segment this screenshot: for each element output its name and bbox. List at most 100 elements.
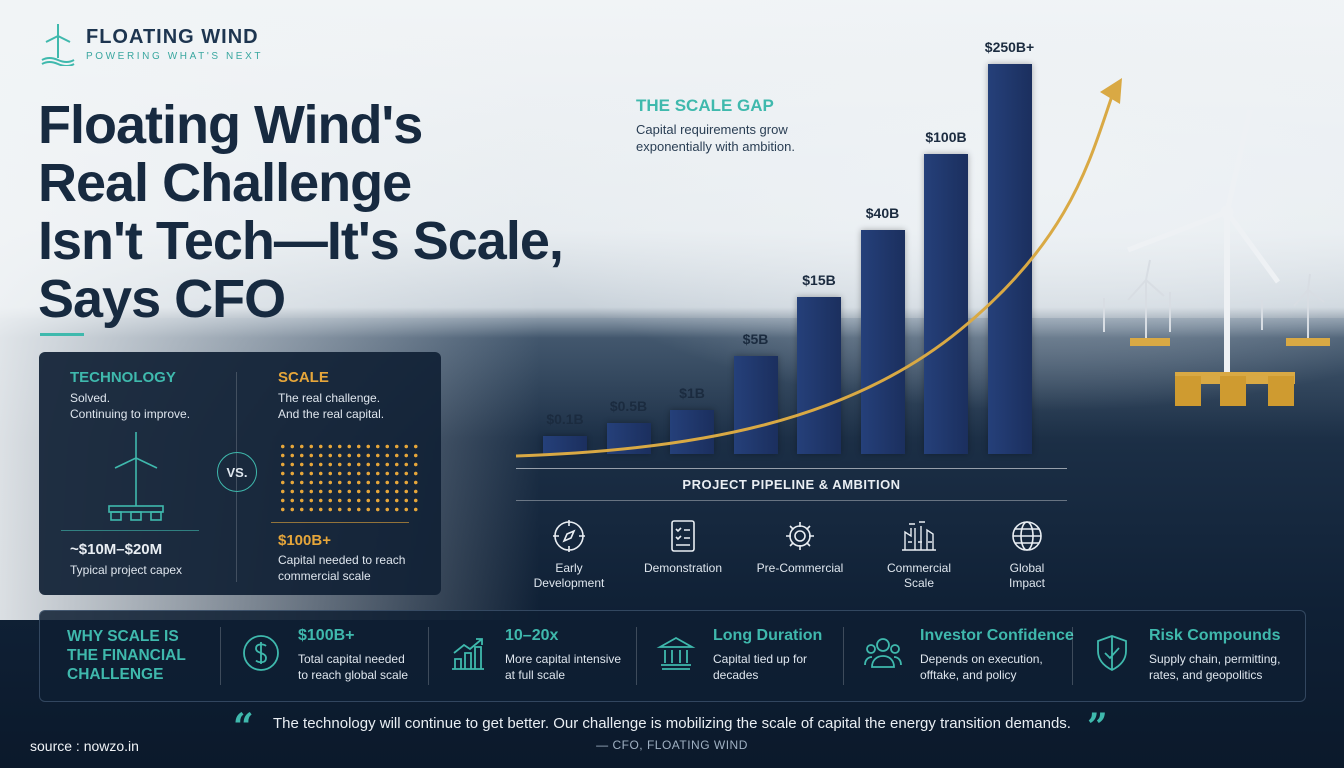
item-head: 10–20x bbox=[505, 627, 559, 644]
bar-label: $40B bbox=[865, 205, 900, 221]
stage-label-line: Global bbox=[1009, 561, 1045, 575]
item-head: Investor Confidence bbox=[920, 627, 1074, 644]
chart-subtitle-line: exponentially with ambition. bbox=[636, 139, 795, 154]
why-scale-panel: WHY SCALE IS THE FINANCIAL CHALLENGE $10… bbox=[39, 610, 1306, 702]
chart-bar bbox=[860, 230, 905, 454]
technology-line: Solved. bbox=[70, 391, 111, 405]
why-title: WHY SCALE IS THE FINANCIAL CHALLENGE bbox=[67, 627, 217, 684]
item-body-line: Capital tied up for bbox=[713, 652, 808, 666]
divider bbox=[220, 627, 221, 685]
item-body: Total capital needed to reach global scal… bbox=[298, 651, 448, 683]
cfo-quote: The technology will continue to get bett… bbox=[273, 715, 1071, 732]
trend-curve bbox=[515, 95, 1114, 458]
why-title-line: THE FINANCIAL bbox=[67, 647, 186, 664]
item-body-line: at full scale bbox=[505, 668, 566, 682]
scale-line: The real challenge. bbox=[278, 391, 381, 405]
bar-label: $0.5B bbox=[609, 398, 648, 414]
item-body-line: to reach global scale bbox=[298, 668, 409, 682]
item-body: Capital tied up for decades bbox=[713, 651, 863, 683]
pipeline-title: PROJECT PIPELINE & AMBITION bbox=[682, 477, 901, 492]
scale-caption: Capital needed to reach commercial scale bbox=[278, 552, 405, 584]
scale-description: The real challenge. And the real capital… bbox=[278, 390, 384, 422]
open-quote-icon: “ bbox=[233, 706, 254, 748]
why-title-line: CHALLENGE bbox=[67, 666, 164, 683]
item-body-line: decades bbox=[713, 668, 759, 682]
divider bbox=[843, 627, 844, 685]
item-body-line: offtake, and policy bbox=[920, 668, 1017, 682]
chart-axis bbox=[516, 468, 1067, 469]
globe-icon bbox=[1012, 521, 1042, 551]
scale-caption-line: Capital needed to reach bbox=[278, 553, 406, 567]
logo-title: FLOATING WIND bbox=[86, 26, 259, 48]
stage-commercial-scale: Commercial Scale bbox=[864, 518, 974, 591]
scale-line: And the real capital. bbox=[278, 407, 385, 421]
source-credit[interactable]: source : nowzo.in bbox=[30, 738, 139, 754]
scale-caption-line: commercial scale bbox=[278, 569, 371, 583]
item-body: More capital intensive at full scale bbox=[505, 651, 655, 683]
item-body-line: Supply chain, permitting, bbox=[1149, 652, 1281, 666]
floating-turbine-icon bbox=[108, 432, 164, 521]
stage-label-line: Development bbox=[533, 576, 605, 590]
scale-value: $100B+ bbox=[278, 532, 331, 549]
close-quote-icon: ” bbox=[1087, 706, 1108, 748]
chart-title: THE SCALE GAP bbox=[636, 96, 774, 115]
why-item-intensity: 10–20x More capital intensive at full sca… bbox=[448, 625, 648, 687]
stage-label: Commercial Scale bbox=[864, 561, 974, 591]
stage-label-line: Pre-Commercial bbox=[756, 561, 844, 575]
brand-logo[interactable]: FLOATING WIND POWERING WHAT'S NEXT bbox=[40, 22, 263, 66]
chart-subtitle: Capital requirements grow exponentially … bbox=[636, 121, 856, 155]
item-body-line: Total capital needed bbox=[298, 652, 405, 666]
divider bbox=[61, 530, 199, 531]
comparison-panel: TECHNOLOGY Solved. Continuing to improve… bbox=[39, 352, 441, 595]
stage-label-line: Commercial bbox=[886, 561, 951, 575]
chart-bar bbox=[543, 436, 587, 454]
capital-dots-grid bbox=[278, 442, 418, 514]
people-icon bbox=[864, 638, 902, 668]
divider bbox=[636, 627, 637, 685]
clipboard-icon bbox=[671, 520, 695, 552]
headline-line: Real Challenge bbox=[38, 153, 412, 213]
stage-global-impact: Global Impact bbox=[972, 518, 1082, 591]
why-item-duration: Long Duration Capital tied up for decades bbox=[656, 625, 856, 687]
chart-bar bbox=[797, 297, 841, 454]
item-body: Supply chain, permitting, rates, and geop… bbox=[1149, 651, 1299, 683]
stage-demonstration: Demonstration bbox=[628, 518, 738, 576]
gear-icon bbox=[786, 522, 814, 550]
stage-early-development: Early Development bbox=[514, 518, 624, 591]
headline-line: Isn't Tech—It's Scale, bbox=[38, 211, 564, 271]
factory-icon bbox=[902, 521, 936, 551]
item-body-line: More capital intensive bbox=[505, 652, 622, 666]
bar-label: $0.1B bbox=[546, 411, 584, 427]
item-body: Depends on execution, offtake, and policy bbox=[920, 651, 1070, 683]
headline-line: Floating Wind's bbox=[38, 95, 423, 155]
bar-label: $250B+ bbox=[984, 39, 1035, 55]
headline-underline bbox=[40, 333, 84, 336]
bar-label: $1B bbox=[679, 385, 705, 401]
technology-line: Continuing to improve. bbox=[70, 407, 191, 421]
scale-title: SCALE bbox=[278, 369, 329, 386]
bank-icon bbox=[656, 636, 696, 670]
logo-tagline: POWERING WHAT'S NEXT bbox=[86, 51, 264, 62]
technology-capex: ~$10M–$20M bbox=[70, 541, 163, 558]
technology-caption: Typical project capex bbox=[70, 563, 183, 577]
stage-label-line: Impact bbox=[1008, 576, 1045, 590]
pipeline-divider bbox=[516, 500, 1067, 501]
headline: Floating Wind's Real Challenge Isn't Tec… bbox=[38, 96, 598, 328]
wind-turbine-logo-icon bbox=[41, 24, 75, 66]
headline-line: Says CFO bbox=[38, 269, 286, 329]
chart-subtitle-line: Capital requirements grow bbox=[636, 122, 788, 137]
wind-turbines-illustration bbox=[1103, 109, 1330, 406]
chart-bar bbox=[670, 410, 714, 454]
quote-attribution: — CFO, FLOATING WIND bbox=[596, 738, 748, 752]
item-body-line: Depends on execution, bbox=[920, 652, 1043, 666]
bar-label: $100B bbox=[925, 129, 967, 145]
dollar-icon bbox=[243, 635, 279, 671]
item-head: Risk Compounds bbox=[1149, 627, 1281, 644]
stage-label: Pre-Commercial bbox=[745, 561, 855, 576]
stage-label: Demonstration bbox=[628, 561, 738, 576]
chart-bar bbox=[733, 356, 778, 454]
divider bbox=[271, 522, 409, 523]
trend-arrowhead bbox=[1100, 78, 1122, 104]
chart-bar bbox=[987, 64, 1032, 454]
